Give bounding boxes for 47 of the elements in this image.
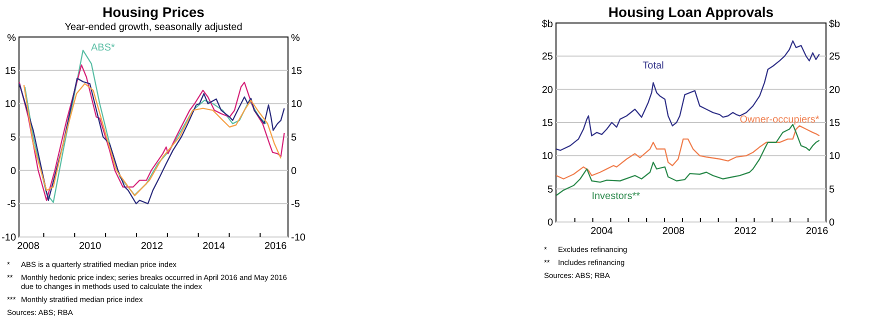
y2-axis-title: %	[291, 33, 300, 44]
y2-tick-label: 0	[291, 166, 297, 177]
chart-title: Housing Prices	[102, 4, 205, 20]
x-tick-label: 2012	[140, 241, 164, 252]
y2-tick-label: 10	[291, 99, 303, 110]
x-tick-label: 2008	[17, 241, 40, 252]
series-label: Owner-occupiers*	[740, 114, 820, 126]
x-tick-label: 2010	[78, 241, 102, 252]
x-tick-label: 2016	[806, 226, 829, 237]
line-series	[556, 125, 820, 180]
x-tick-label: 2008	[662, 226, 686, 237]
line-series	[556, 40, 820, 151]
y-tick-label: 20	[542, 84, 554, 96]
y2-tick-label: 20	[829, 84, 841, 96]
y2-axis-title: $b	[829, 19, 841, 30]
series-label: Investors**	[592, 190, 640, 202]
y2-tick-label: 10	[829, 151, 841, 162]
y-tick-label: 10	[542, 151, 554, 162]
y-axis-title: %	[7, 33, 16, 44]
series-label: ABS*	[91, 42, 116, 54]
y2-tick-label: 25	[829, 52, 841, 63]
y2-tick-label: 5	[291, 132, 297, 144]
y2-tick-label: 0	[829, 218, 835, 228]
y-tick-label: 5	[10, 132, 16, 144]
y-tick-label: 25	[542, 52, 554, 63]
chart-title: Housing Loan Approvals	[608, 4, 774, 20]
y-tick-label: 5	[547, 184, 554, 196]
y2-tick-label: -5	[291, 199, 300, 210]
y-tick-label: -5	[7, 199, 16, 210]
x-tick-label: 2012	[734, 226, 757, 237]
x-tick-label: 2004	[590, 226, 614, 237]
y2-tick-label: 5	[829, 184, 835, 196]
y-tick-label: 0	[547, 218, 554, 228]
x-tick-label: 2016	[264, 241, 288, 252]
y-axis-title: $b	[542, 19, 554, 30]
y2-tick-label: -10	[291, 232, 306, 244]
y-tick-label: 0	[10, 166, 16, 177]
series-label: Total	[642, 60, 664, 72]
y-tick-label: 15	[4, 66, 16, 77]
y-tick-label: 10	[4, 99, 16, 110]
y-tick-label: 15	[542, 118, 554, 129]
x-tick-label: 2014	[202, 241, 226, 252]
y-tick-label: -10	[2, 232, 16, 244]
y2-tick-label: 15	[291, 66, 303, 77]
line-series	[24, 50, 267, 203]
chart-subtitle: Year-ended growth, seasonally adjusted	[64, 22, 242, 33]
y2-tick-label: 15	[829, 118, 841, 129]
